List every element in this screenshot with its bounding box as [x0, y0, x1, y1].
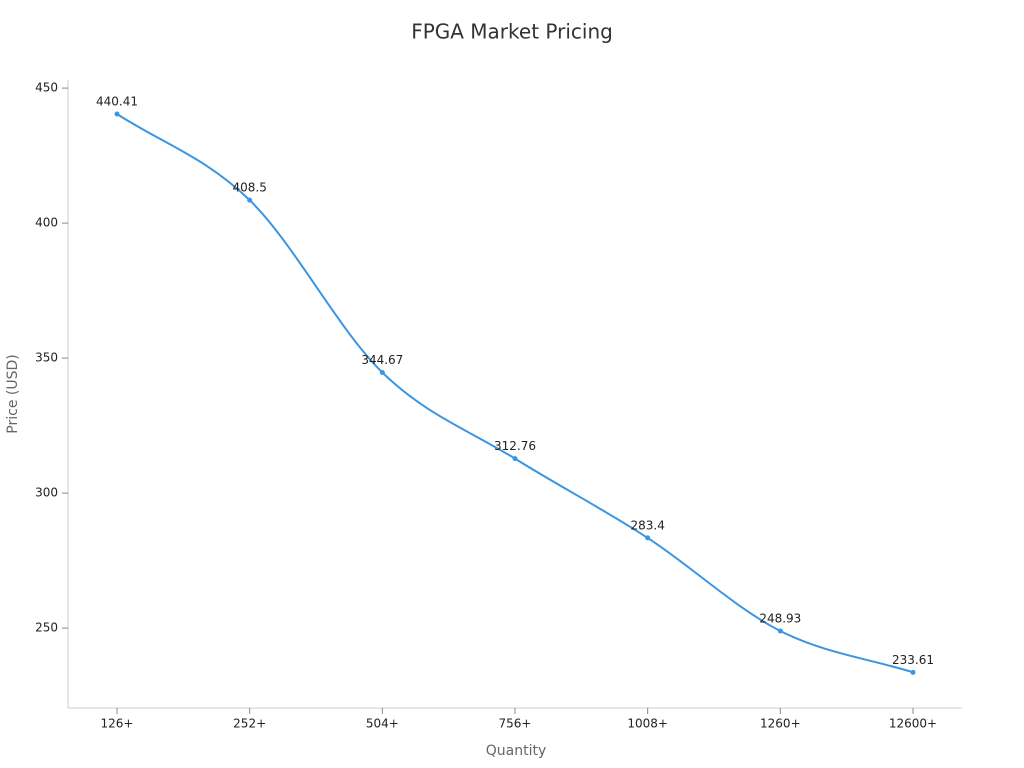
x-tick-label: 504+ — [366, 717, 399, 731]
y-axis-label: Price (USD) — [5, 354, 21, 433]
point — [379, 369, 385, 375]
x-tick-label: 756+ — [499, 717, 532, 731]
y-tick-label: 450 — [35, 81, 58, 95]
point — [512, 456, 518, 462]
line — [116, 113, 914, 674]
y-tick-label: 400 — [35, 216, 58, 230]
y-tick-label: 300 — [35, 486, 58, 500]
point — [645, 535, 651, 541]
point — [114, 111, 120, 117]
data-label: 233.61 — [892, 653, 934, 667]
point — [247, 197, 253, 203]
data-label: 344.67 — [361, 353, 403, 367]
chart-title: FPGA Market Pricing — [411, 20, 613, 44]
point — [777, 628, 783, 634]
y-tick-label: 350 — [35, 351, 58, 365]
x-axis-label: Quantity — [486, 743, 547, 759]
x-tick-label: 1260+ — [760, 717, 801, 731]
x-tick-label: 252+ — [233, 717, 266, 731]
data-label: 408.5 — [232, 181, 266, 195]
data-label: 248.93 — [759, 611, 801, 625]
x-tick-label: 1008+ — [627, 717, 668, 731]
y-tick-label: 250 — [35, 621, 58, 635]
data-label: 312.76 — [494, 439, 536, 453]
point — [910, 669, 916, 675]
data-label: 440.41 — [96, 94, 138, 108]
data-label: 283.4 — [630, 518, 664, 532]
x-tick-label: 126+ — [101, 717, 134, 731]
x-tick-label: 12600+ — [889, 717, 937, 731]
